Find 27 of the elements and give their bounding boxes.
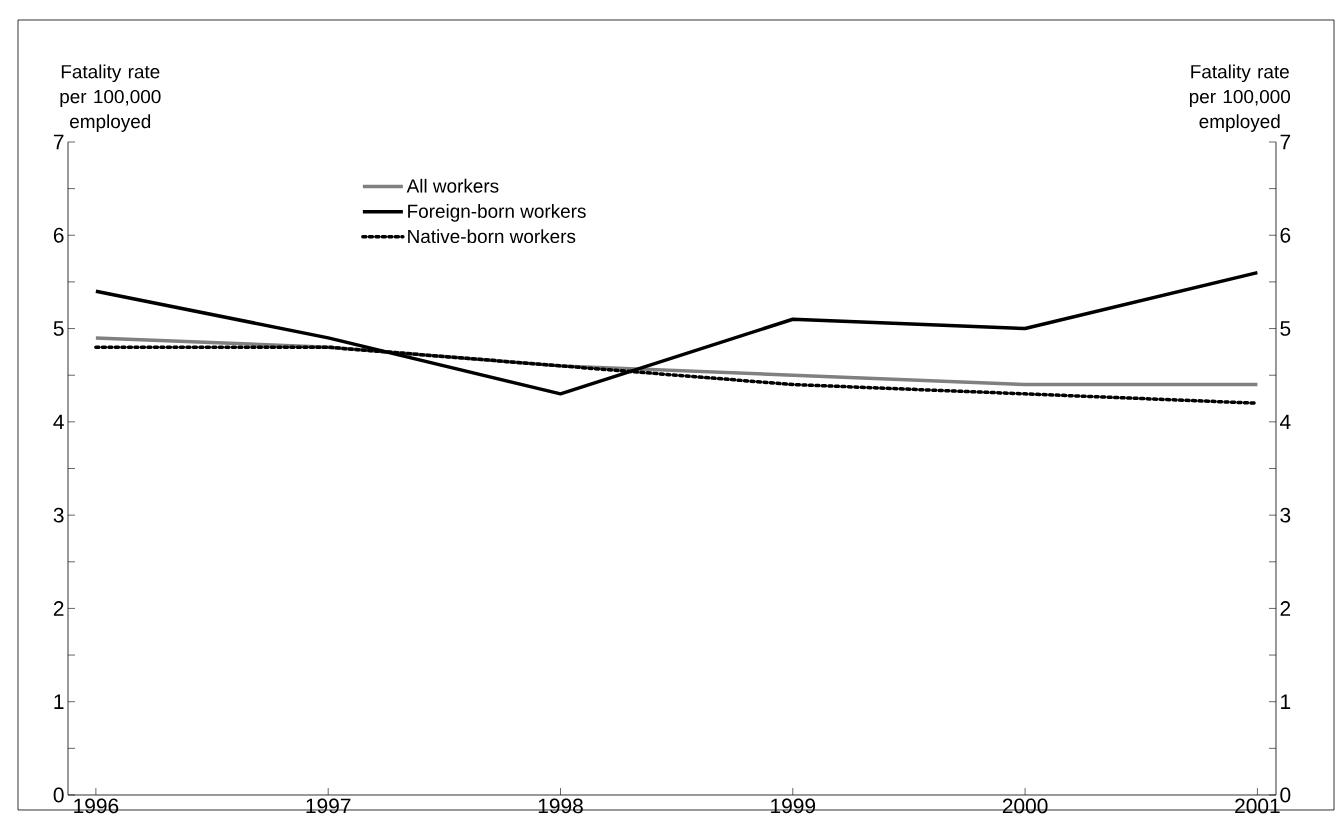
y-tick-label: 5 (53, 321, 64, 337)
y2-axis-title: Fatality rate per 100,000 employed (1189, 64, 1291, 133)
legend-label: Native-born workers (408, 229, 576, 244)
x-tick-label: 1998 (538, 798, 583, 814)
y2-tick-label: 1 (1281, 694, 1291, 710)
y-tick-label: 1 (54, 694, 64, 710)
y-tick-label: 2 (53, 601, 64, 616)
y2-tick-label: 7 (1280, 134, 1291, 150)
x-tick-label: 1996 (74, 798, 119, 814)
y-tick-label: 0 (53, 787, 64, 803)
x-tick-label: 1999 (771, 798, 816, 814)
y-tick-label: 4 (53, 414, 64, 430)
y2-tick-label: 5 (1280, 321, 1291, 337)
x-tick-label: 2001 (1235, 798, 1280, 814)
x-tick-label: 2000 (1002, 798, 1048, 814)
y2-tick-label: 2 (1280, 601, 1291, 616)
y-tick-label: 3 (53, 507, 64, 523)
y2-tick-label: 4 (1280, 414, 1291, 430)
y2-tick-label: 3 (1280, 507, 1291, 523)
y-tick-label: 7 (53, 134, 64, 150)
legend-label: All workers (406, 179, 499, 193)
x-tick-label: 1997 (306, 798, 351, 814)
legend-label: Foreign-born workers (408, 204, 586, 222)
y-tick-label: 6 (53, 228, 64, 243)
y-axis-title: Fatality rate per 100,000 employed (60, 64, 161, 133)
y2-tick-label: 6 (1280, 228, 1291, 243)
y2-tick-label: 0 (1280, 787, 1291, 803)
